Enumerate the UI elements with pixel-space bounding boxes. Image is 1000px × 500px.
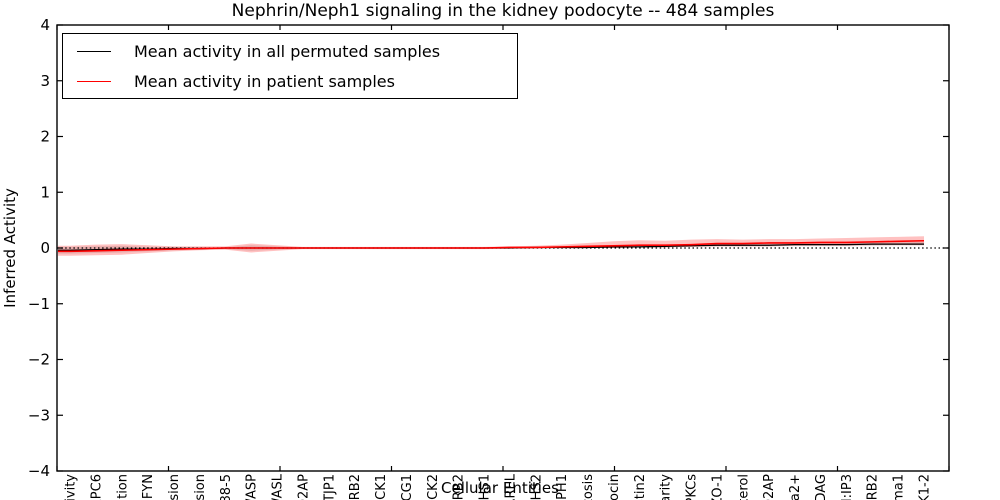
legend-entry: Mean activity in all permuted samples xyxy=(63,36,517,66)
x-tick-label: mol:Ca2+ xyxy=(788,474,803,500)
x-tick-label: mol:IP3 xyxy=(840,474,855,500)
x-tick-label: homophilic cell adhesion xyxy=(193,474,208,500)
chart-title: Nephrin/Neph1 signaling in the kidney po… xyxy=(231,1,775,21)
x-axis-label: Cellular Entities xyxy=(441,479,559,497)
x-tick-label: regulation of endocytosis xyxy=(581,474,596,500)
y-tick-label: 0 xyxy=(40,239,50,257)
x-tick-label: cytoskeleton organization xyxy=(115,474,130,500)
legend: Mean activity in all permuted samples Me… xyxy=(62,33,518,99)
x-tick-label: NPHS2 xyxy=(529,474,544,500)
x-tick-label: ARRB2 xyxy=(348,474,363,500)
y-tick-label: 1 xyxy=(40,183,50,201)
y-tick-label: 4 xyxy=(40,16,50,34)
x-tick-label: WASL xyxy=(271,473,286,500)
x-tick-label: heterophilic cell adhesion xyxy=(167,474,182,500)
x-tick-label: GRB2 xyxy=(452,474,467,500)
x-tick-label: KIRREL xyxy=(503,473,518,500)
y-tick-label: −3 xyxy=(28,406,50,424)
x-tick-label: Nephrin/NEPH1/beta Arrestin2 xyxy=(633,474,648,500)
x-tick-label: FYN xyxy=(141,474,156,499)
legend-entry-label: Mean activity in all permuted samples xyxy=(134,41,441,61)
x-tick-label: Nephrin/NEPH1/podocin/Cholesterol xyxy=(736,474,751,500)
legend-entry-label: Mean activity in patient samples xyxy=(134,71,395,91)
x-tick-label: Nephrin/NEPH1/ZO-1 xyxy=(710,474,725,500)
x-tick-label: Nephrin/NEPH1/podocin/NCK1-2 xyxy=(918,474,933,500)
x-tick-label: Nephrin/NEPH1/podocin/CD2AP xyxy=(762,474,777,500)
x-tick-label: ChemicalAbstracts:57-88-5 xyxy=(219,474,234,500)
legend-line-sample xyxy=(77,80,111,82)
legend-entry: Mean activity in patient samples xyxy=(63,66,517,96)
y-tick-label: −1 xyxy=(28,295,50,313)
x-tick-label: Nephrin/NEPH1/podocin/GRB2 xyxy=(866,474,881,500)
x-tick-label: positive regulation of NF-kappaB transcr… xyxy=(64,474,79,500)
y-tick-label: 2 xyxy=(40,128,50,146)
legend-line-sample xyxy=(77,50,111,52)
x-tick-label: NPHS1 xyxy=(478,474,493,500)
y-axis-label: Inferred Activity xyxy=(1,188,19,308)
x-tick-label: NCK2 xyxy=(426,474,441,500)
x-tick-label: Nephrin/NEPH1Par3/Par6/Atypical PKCs xyxy=(685,474,700,500)
y-tick-label: −4 xyxy=(28,462,50,480)
x-tick-label: NCK1 xyxy=(374,474,389,500)
series-line-patient xyxy=(58,239,925,253)
x-tick-label: establishment of cell polarity xyxy=(659,474,674,500)
x-tick-label: Nephrin/NEPH1 xyxy=(555,474,570,500)
x-tick-label: PLCG1 xyxy=(400,474,415,500)
y-tick-label: −2 xyxy=(28,351,50,369)
x-tick-label: TJP1 xyxy=(322,474,337,500)
x-tick-label: Nephrin/NEPH1/podocin/PLCgamma1 xyxy=(892,474,907,500)
band-patient-samples-spread xyxy=(58,236,925,256)
x-tick-label: Nephrin/NEPH1/podocin/NCK1-2/N-WASP xyxy=(245,474,260,500)
x-tick-label: TRPC6 xyxy=(89,474,104,500)
x-tick-label: CD2AP xyxy=(296,474,311,500)
x-tick-label: mol:DAG xyxy=(814,474,829,500)
y-tick-label: 3 xyxy=(40,72,50,90)
x-tick-label: Nephrin/NEPH1/podocin xyxy=(607,474,622,500)
